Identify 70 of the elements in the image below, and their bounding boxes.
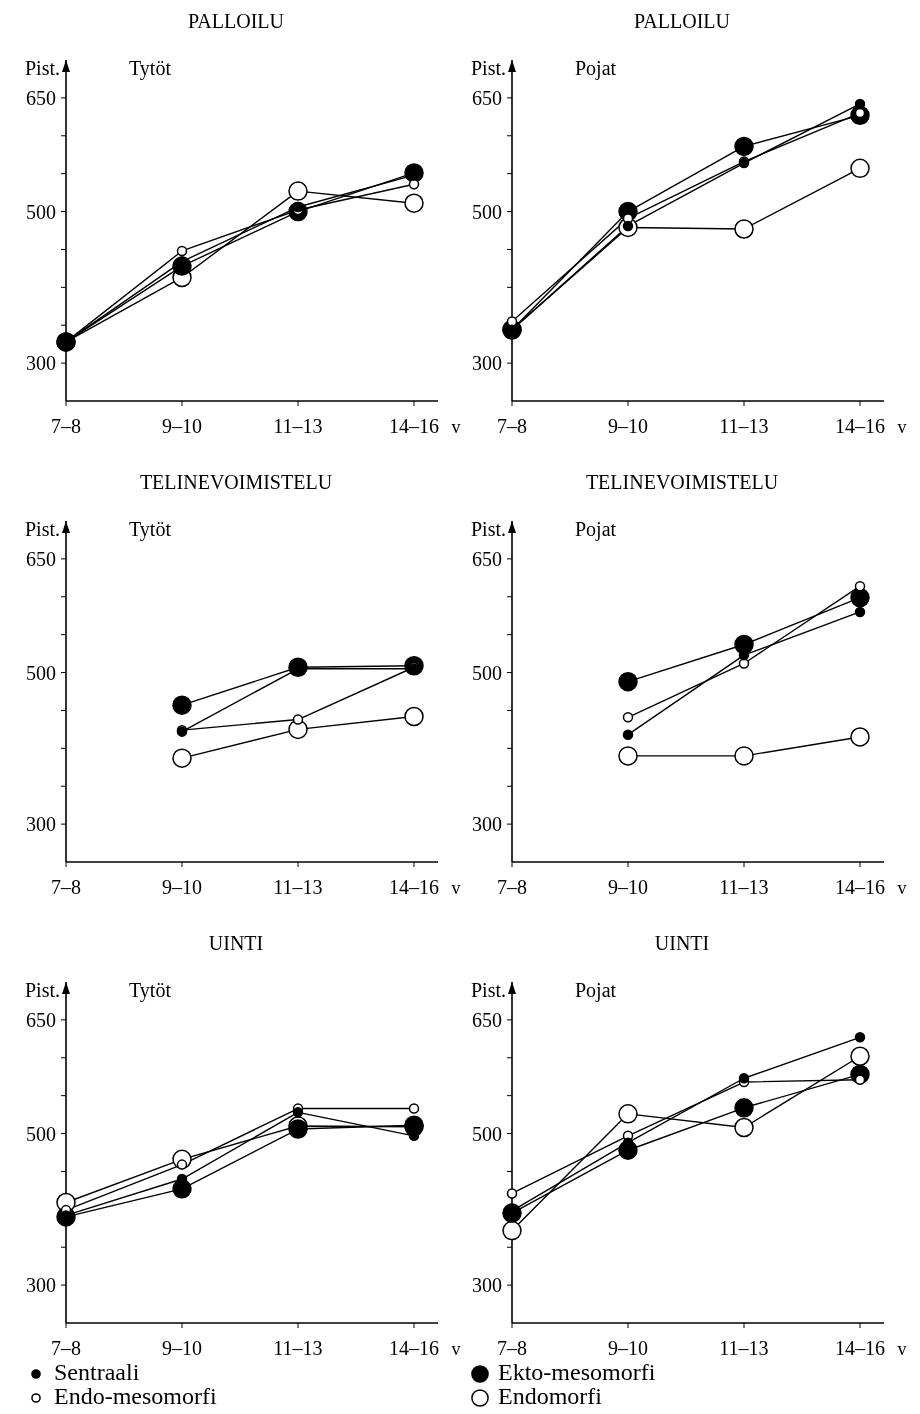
x-tick-label: 7–8	[497, 1337, 527, 1359]
y-tick-label: 650	[472, 86, 502, 109]
y-tick-label: 500	[26, 1122, 56, 1145]
chart-subtitle: Tytöt	[129, 57, 172, 80]
x-tick-label: 7–8	[51, 876, 81, 898]
y-axis-title: Pist.	[470, 57, 506, 79]
y-tick-label: 650	[472, 547, 502, 570]
y-tick-label: 300	[26, 813, 56, 836]
x-tick-label: 7–8	[497, 876, 527, 898]
y-tick-label: 300	[26, 1274, 56, 1297]
x-tick-label: 11–13	[273, 876, 323, 898]
x-axis-title: v	[451, 417, 461, 437]
x-tick-label: 11–13	[273, 1337, 323, 1359]
chart-title: UINTI	[654, 932, 710, 954]
y-tick-label: 300	[26, 352, 56, 375]
x-axis-title: v	[897, 1339, 907, 1359]
y-axis-title: Pist.	[24, 57, 60, 79]
legend-label: Endomorfi	[498, 1383, 603, 1409]
x-tick-label: 11–13	[719, 1337, 769, 1359]
y-tick-label: 300	[472, 352, 502, 375]
x-tick-label: 9–10	[608, 876, 648, 898]
y-axis-title: Pist.	[470, 979, 506, 1001]
y-tick-label: 500	[472, 200, 502, 223]
chart-title: PALLOILU	[634, 10, 731, 32]
chart-title: UINTI	[208, 932, 264, 954]
x-tick-label: 11–13	[719, 876, 769, 898]
x-tick-label: 14–16	[389, 1337, 439, 1359]
x-axis-title: v	[897, 417, 907, 437]
x-tick-label: 9–10	[608, 415, 648, 437]
x-tick-label: 14–16	[389, 876, 439, 898]
y-tick-label: 300	[472, 1274, 502, 1297]
chart-subtitle: Tytöt	[129, 979, 172, 1002]
y-tick-label: 500	[26, 661, 56, 684]
y-tick-label: 300	[472, 813, 502, 836]
legend-label: Ekto-mesomorfi	[498, 1359, 656, 1385]
x-tick-label: 11–13	[273, 415, 323, 437]
x-axis-title: v	[451, 1339, 461, 1359]
x-tick-label: 7–8	[51, 415, 81, 437]
x-tick-label: 7–8	[497, 415, 527, 437]
x-tick-label: 9–10	[608, 1337, 648, 1359]
y-tick-label: 650	[472, 1008, 502, 1031]
x-tick-label: 9–10	[162, 1337, 202, 1359]
y-tick-label: 650	[26, 86, 56, 109]
y-tick-label: 500	[26, 200, 56, 223]
x-tick-label: 9–10	[162, 415, 202, 437]
x-tick-label: 7–8	[51, 1337, 81, 1359]
x-tick-label: 14–16	[835, 415, 885, 437]
chart-title: TELINEVOIMISTELU	[585, 471, 779, 493]
y-tick-label: 500	[472, 1122, 502, 1145]
y-axis-title: Pist.	[24, 979, 60, 1001]
x-axis-title: v	[451, 878, 461, 898]
y-tick-label: 650	[26, 1008, 56, 1031]
x-tick-label: 14–16	[835, 876, 885, 898]
chart-subtitle: Pojat	[575, 57, 617, 80]
y-axis-title: Pist.	[24, 518, 60, 540]
legend-label: Endo-mesomorfi	[54, 1383, 217, 1409]
chart-subtitle: Pojat	[575, 979, 617, 1002]
y-tick-label: 650	[26, 547, 56, 570]
x-tick-label: 11–13	[719, 415, 769, 437]
x-tick-label: 9–10	[162, 876, 202, 898]
chart-title: PALLOILU	[188, 10, 285, 32]
x-tick-label: 14–16	[389, 415, 439, 437]
chart-subtitle: Pojat	[575, 518, 617, 541]
legend-label: Sentraali	[54, 1359, 140, 1385]
x-tick-label: 14–16	[835, 1337, 885, 1359]
chart-subtitle: Tytöt	[129, 518, 172, 541]
x-axis-title: v	[897, 878, 907, 898]
y-tick-label: 500	[472, 661, 502, 684]
chart-title: TELINEVOIMISTELU	[139, 471, 333, 493]
y-axis-title: Pist.	[470, 518, 506, 540]
